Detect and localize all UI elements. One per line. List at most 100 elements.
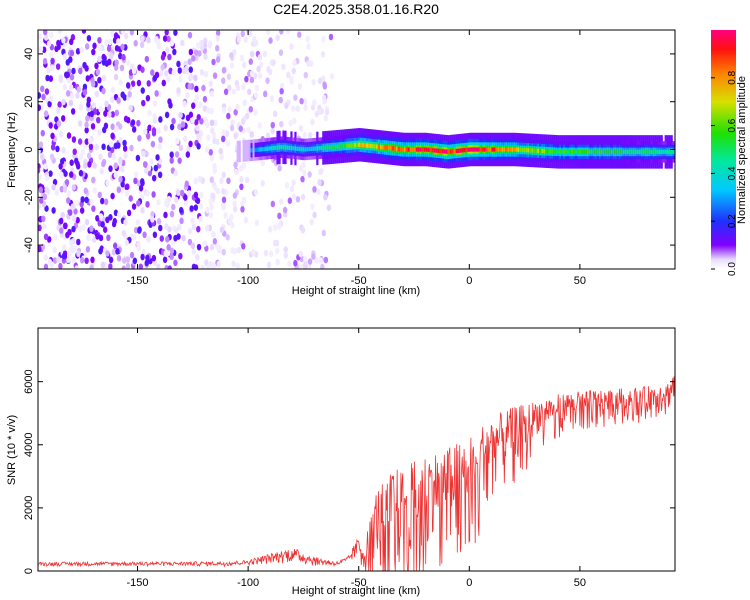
- heatmap-noise-cell: [70, 108, 76, 115]
- heatmap-noise-cell: [61, 36, 66, 44]
- heatmap-y-ticks: -40 -20 0 20 40: [23, 48, 675, 253]
- heatmap-noise-cell: [85, 234, 91, 241]
- heatmap-noise-cell: [236, 246, 242, 254]
- heatmap-noise-cell: [140, 179, 145, 187]
- heatmap-noise-cell: [248, 58, 253, 65]
- heatmap-noise-cell: [195, 42, 201, 49]
- heatmap-noise-cell: [233, 132, 238, 140]
- heatmap-noise-cell: [113, 162, 118, 169]
- heatmap-noise-cell: [244, 112, 250, 120]
- heatmap-ridge-cell: [588, 149, 592, 155]
- heatmap-ridge-cell: [475, 147, 478, 152]
- heatmap-x-tick-label: 50: [574, 275, 586, 287]
- heatmap-noise-cell: [64, 179, 70, 186]
- heatmap-noise-cell: [189, 205, 194, 212]
- heatmap-noise-cell: [191, 223, 197, 231]
- heatmap-noise-cell: [38, 224, 42, 232]
- heatmap-noise-cell: [85, 115, 90, 122]
- heatmap-noise-cell: [81, 224, 86, 231]
- heatmap-noise-cell: [177, 123, 182, 131]
- heatmap-noise-cell: [145, 94, 151, 102]
- heatmap-noise-cell: [79, 256, 85, 264]
- heatmap-noise-cell: [205, 206, 210, 214]
- heatmap-noise-cell: [188, 66, 193, 73]
- heatmap-ridge-cell: [503, 147, 506, 152]
- heatmap-noise-cell: [131, 233, 137, 241]
- heatmap-noise-cell: [122, 139, 127, 147]
- heatmap-noise-cell: [159, 235, 164, 242]
- heatmap-ridge-cell: [545, 149, 548, 154]
- heatmap-noise-cell: [307, 258, 313, 265]
- heatmap-ridge-cell: [523, 147, 526, 153]
- heatmap-ridge-cell: [662, 149, 665, 155]
- heatmap-ridge-cell: [401, 147, 405, 152]
- heatmap-y-tick-label: -40: [23, 237, 35, 253]
- heatmap-noise-cell: [316, 188, 321, 196]
- heatmap-noise-cell: [204, 259, 209, 266]
- heatmap-noise-cell: [110, 111, 115, 118]
- heatmap-noise-cell: [137, 134, 142, 142]
- heatmap-noise-cell: [87, 161, 92, 168]
- heatmap-noise-cell: [98, 106, 103, 113]
- heatmap-noise-cell: [283, 246, 288, 253]
- heatmap-ridge-cell: [407, 147, 411, 152]
- heatmap-noise-cell: [71, 184, 76, 191]
- heatmap-noise-cell: [71, 67, 76, 75]
- heatmap-noise-cell: [69, 73, 75, 81]
- heatmap-noise-cell: [110, 132, 115, 140]
- heatmap-noise-cell: [111, 220, 117, 228]
- heatmap-noise-cell: [199, 117, 204, 125]
- heatmap-ridge-cell: [529, 148, 532, 153]
- heatmap-ridge-cell: [431, 148, 434, 153]
- heatmap-noise-cell: [300, 193, 306, 201]
- heatmap-noise-cell: [61, 98, 66, 106]
- heatmap-noise-cell: [212, 162, 217, 170]
- heatmap-ridge-cell: [383, 145, 387, 150]
- heatmap-noise-cell: [84, 43, 90, 50]
- heatmap-noise-cell: [241, 83, 246, 91]
- heatmap-ridge-cell: [348, 143, 351, 148]
- heatmap-noise-cell: [62, 244, 67, 251]
- heatmap-ridge-cell: [664, 149, 667, 155]
- heatmap-noise-cell: [48, 95, 54, 102]
- heatmap-noise-cell: [42, 57, 48, 65]
- snr-series-line: [38, 376, 675, 571]
- heatmap-noise-cell: [118, 156, 123, 164]
- heatmap-noise-cell: [149, 158, 154, 165]
- heatmap-noise-cell: [302, 98, 308, 105]
- heatmap-ridge-cell: [425, 147, 428, 152]
- heatmap-noise-cell: [166, 75, 171, 83]
- heatmap-noise-cell: [91, 48, 96, 56]
- heatmap-ridge-cell: [575, 149, 578, 155]
- heatmap-ridge-cell: [292, 146, 295, 151]
- heatmap-panel: -150 -100 -50 0 50 -40 -20 0 20 40 Height of str…: [6, 29, 676, 297]
- heatmap-ridge-cell: [533, 148, 536, 153]
- colorbar-tick-label: 0.6: [727, 118, 738, 132]
- heatmap-noise-cell: [67, 247, 73, 254]
- heatmap-noise-cell: [196, 113, 201, 121]
- heatmap-ridge-cell: [336, 144, 339, 149]
- heatmap-noise-cell: [278, 96, 283, 104]
- heatmap-noise-cell: [122, 257, 127, 264]
- heatmap-noise-cell: [142, 231, 147, 239]
- heatmap-ridge-cell: [443, 149, 446, 154]
- heatmap-noise-cell: [241, 162, 247, 170]
- heatmap-ridge-cell: [308, 146, 311, 152]
- heatmap-ridge-cell: [377, 144, 381, 149]
- heatmap-noise-cell: [206, 264, 211, 269]
- heatmap-noise-cell: [104, 39, 109, 47]
- heatmap-noise-cell: [132, 257, 138, 265]
- heatmap-ridge-cell: [360, 142, 363, 148]
- heatmap-noise-cell: [286, 71, 291, 79]
- heatmap-noise-cell: [69, 38, 74, 46]
- heatmap-noise-cell: [309, 60, 314, 67]
- heatmap-noise-cell: [123, 152, 128, 159]
- heatmap-noise-cell: [60, 115, 66, 122]
- snr-x-tick-label: -150: [127, 577, 149, 589]
- heatmap-noise-cell: [328, 33, 334, 41]
- heatmap-noise-cell: [241, 61, 247, 69]
- heatmap-noise-cell: [194, 93, 200, 101]
- heatmap-noise-cell: [147, 109, 152, 117]
- heatmap-noise-cell: [164, 223, 169, 230]
- heatmap-noise-cell: [158, 224, 163, 232]
